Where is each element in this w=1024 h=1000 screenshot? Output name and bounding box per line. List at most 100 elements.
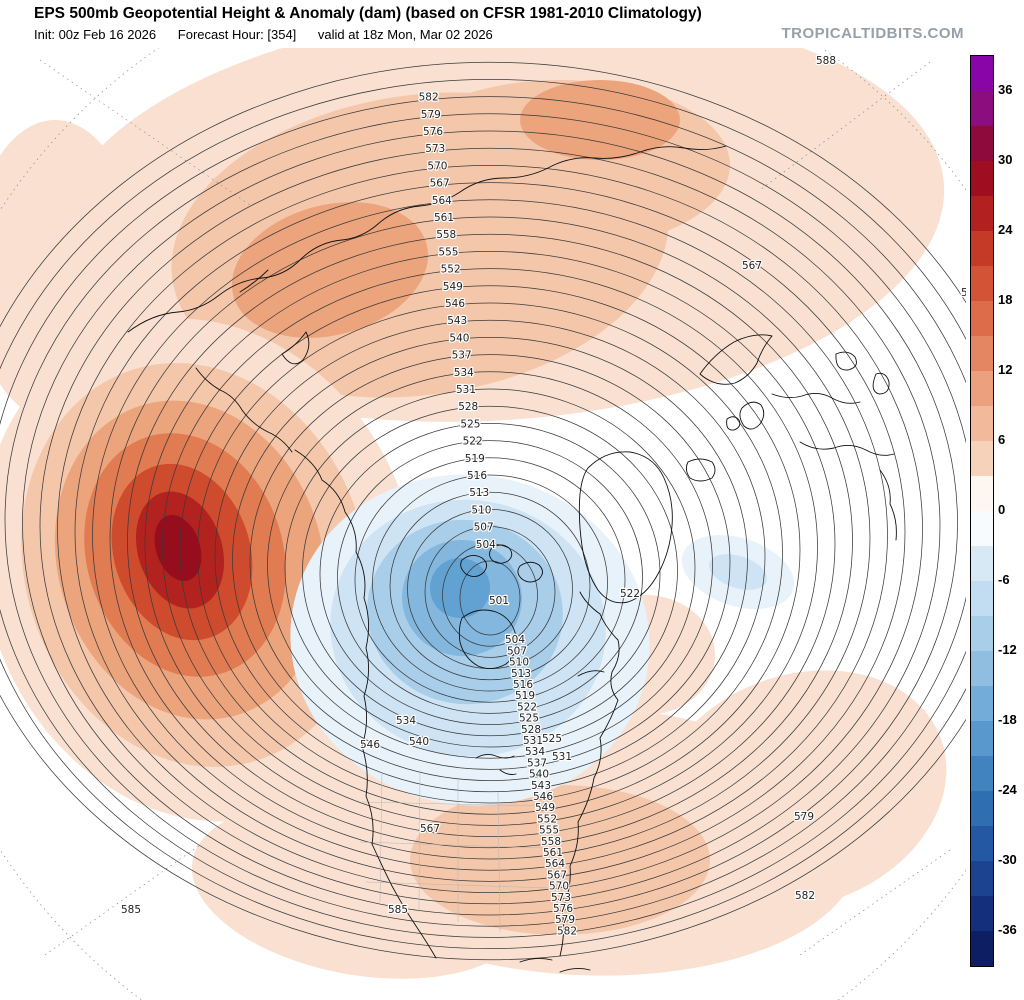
svg-text:585: 585: [121, 904, 141, 916]
colorbar-segment: [971, 406, 993, 441]
svg-text:534: 534: [525, 746, 545, 758]
valid-time: valid at 18z Mon, Mar 02 2026: [317, 27, 493, 42]
svg-text:510: 510: [509, 657, 529, 669]
svg-text:522: 522: [463, 436, 483, 448]
svg-text:528: 528: [458, 401, 478, 413]
svg-text:522: 522: [620, 588, 640, 600]
svg-text:510: 510: [471, 504, 491, 516]
contour-label-layer: 5045045075075105105135135165165195195225…: [120, 54, 981, 939]
svg-text:552: 552: [537, 813, 557, 825]
anomaly-colorbar: [970, 55, 994, 967]
page-title: EPS 500mb Geopotential Height & Anomaly …: [34, 5, 702, 22]
colorbar-segment: [971, 56, 993, 91]
anomaly-shading-layer: [0, 48, 947, 979]
colorbar-tick-label: 0: [998, 502, 1006, 517]
colorbar-wrap: 36 30 24 18 12 6 0 -6 -12 -18 -24 -30 -36: [968, 55, 1024, 967]
svg-text:570: 570: [549, 881, 569, 893]
svg-text:528: 528: [521, 724, 541, 736]
svg-text:573: 573: [425, 143, 445, 155]
colorbar-segment: [971, 441, 993, 476]
svg-text:588: 588: [961, 287, 981, 299]
svg-text:546: 546: [360, 739, 380, 751]
state-borders-layer: [359, 769, 551, 933]
colorbar-segment: [971, 721, 993, 756]
svg-text:516: 516: [513, 679, 533, 691]
colorbar-segment: [971, 126, 993, 161]
colorbar-segment: [971, 931, 993, 966]
colorbar-segment: [971, 161, 993, 196]
svg-text:576: 576: [553, 903, 573, 915]
svg-text:558: 558: [436, 229, 456, 241]
svg-text:531: 531: [456, 384, 476, 396]
colorbar-segment: [971, 91, 993, 126]
colorbar-segment: [971, 581, 993, 616]
svg-text:582: 582: [419, 92, 439, 104]
colorbar-segment: [971, 301, 993, 336]
svg-text:525: 525: [542, 733, 562, 745]
svg-text:564: 564: [545, 858, 565, 870]
svg-text:507: 507: [507, 645, 527, 657]
svg-text:543: 543: [531, 780, 551, 792]
colorbar-segment: [971, 826, 993, 861]
svg-text:540: 540: [449, 332, 469, 344]
svg-text:504: 504: [505, 634, 525, 646]
init-time: Init: 00z Feb 16 2026: [34, 27, 157, 42]
svg-text:579: 579: [555, 914, 575, 926]
svg-text:504: 504: [476, 539, 496, 551]
svg-text:561: 561: [434, 212, 454, 224]
site-watermark: TROPICALTIDBITS.COM: [781, 25, 964, 42]
svg-text:543: 543: [447, 315, 467, 327]
svg-text:513: 513: [469, 487, 489, 499]
colorbar-tick-label: 6: [998, 432, 1006, 447]
svg-text:516: 516: [467, 470, 487, 482]
colorbar-tick-label: 18: [998, 292, 1013, 307]
svg-text:582: 582: [795, 890, 815, 902]
svg-text:537: 537: [452, 350, 472, 362]
forecast-hour: Forecast Hour: [354]: [177, 27, 297, 42]
colorbar-segment: [971, 651, 993, 686]
colorbar-segment: [971, 616, 993, 651]
colorbar-tick-label: -18: [998, 712, 1017, 727]
colorbar-tick-label: 24: [998, 222, 1013, 237]
svg-text:549: 549: [535, 802, 555, 814]
svg-text:540: 540: [529, 769, 549, 781]
colorbar-tick-label: -24: [998, 782, 1017, 797]
svg-text:534: 534: [454, 367, 474, 379]
colorbar-tick-label: -12: [998, 642, 1017, 657]
svg-text:525: 525: [519, 713, 539, 725]
colorbar-segment: [971, 896, 993, 931]
svg-text:570: 570: [427, 160, 447, 172]
colorbar-segment: [971, 546, 993, 581]
svg-text:507: 507: [474, 522, 494, 534]
colorbar-segment: [971, 231, 993, 266]
svg-text:567: 567: [547, 869, 567, 881]
svg-text:567: 567: [742, 260, 762, 272]
svg-text:567: 567: [420, 823, 440, 835]
svg-text:564: 564: [432, 195, 452, 207]
colorbar-segment: [971, 371, 993, 406]
colorbar-tick-label: 30: [998, 152, 1013, 167]
colorbar-segment: [971, 511, 993, 546]
colorbar-segment: [971, 686, 993, 721]
svg-text:519: 519: [465, 453, 485, 465]
colorbar-segment: [971, 791, 993, 826]
colorbar-segment: [971, 476, 993, 511]
svg-text:579: 579: [794, 811, 814, 823]
colorbar-tick-label: 36: [998, 82, 1013, 97]
colorbar-segment: [971, 196, 993, 231]
svg-text:522: 522: [517, 701, 537, 713]
coastline-layer: [127, 145, 897, 973]
svg-text:561: 561: [543, 847, 563, 859]
svg-text:525: 525: [460, 418, 480, 430]
colorbar-segment: [971, 336, 993, 371]
svg-text:555: 555: [438, 246, 458, 258]
colorbar-segment: [971, 756, 993, 791]
colorbar-tick-label: 12: [998, 362, 1013, 377]
colorbar-segment: [971, 266, 993, 301]
svg-text:501: 501: [489, 595, 509, 607]
svg-text:573: 573: [551, 892, 571, 904]
svg-text:546: 546: [533, 791, 553, 803]
